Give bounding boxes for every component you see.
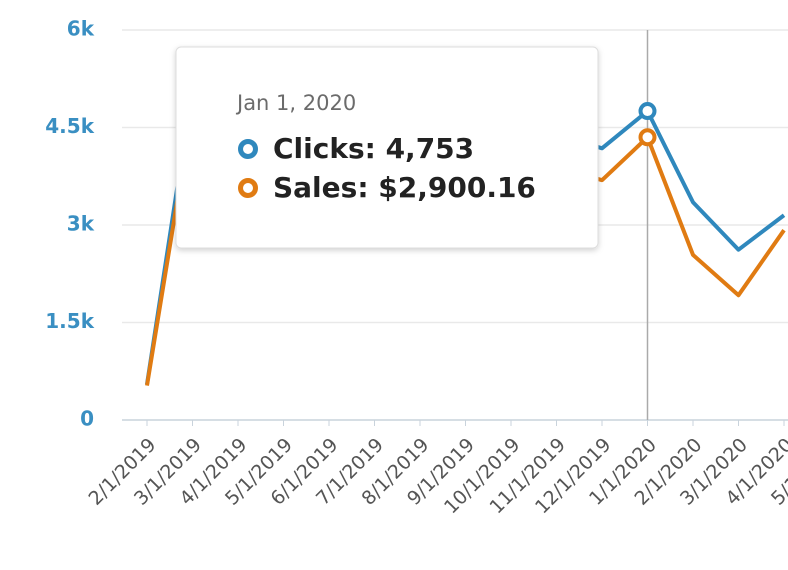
tooltip: Jan 1, 2020 Clicks: 4,753 Sales: $2,900.… [175,46,599,249]
tooltip-box [175,46,599,249]
tooltip-row: Clicks: 4,753 [273,132,474,165]
hover-marker [638,128,657,147]
tooltip-marker [238,139,258,159]
tooltip-row: Sales: $2,900.16 [273,171,536,204]
y-tick-label: 3k [67,212,95,236]
y-tick-label: 6k [67,17,95,41]
tooltip-date: Jan 1, 2020 [235,91,356,115]
tooltip-value: 4,753 [386,132,475,165]
tooltip-label: Sales: [273,171,369,204]
y-tick-label: 0 [80,407,94,431]
tooltip-value: $2,900.16 [378,171,536,204]
tooltip-marker [238,178,258,198]
y-tick-label: 1.5k [45,309,94,333]
tooltip-label: Clicks: [273,132,376,165]
y-tick-label: 4.5k [45,114,94,138]
hover-marker [638,102,657,121]
